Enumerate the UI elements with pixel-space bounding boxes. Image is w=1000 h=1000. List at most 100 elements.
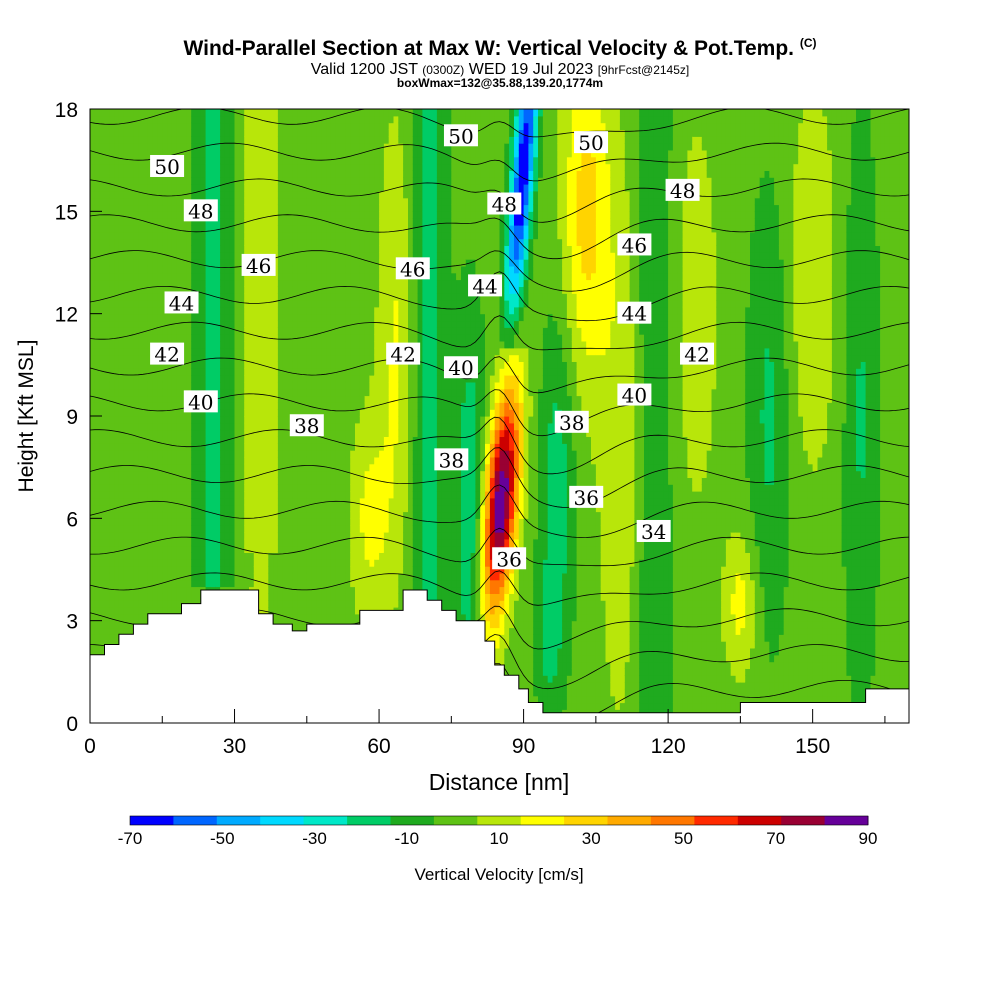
field-cell <box>311 149 317 158</box>
field-cell <box>229 381 236 390</box>
field-cell <box>297 600 303 608</box>
field-cell <box>268 559 274 567</box>
field-cell <box>147 532 154 540</box>
field-cell <box>306 109 313 117</box>
field-cell <box>224 115 231 124</box>
field-cell <box>268 491 274 499</box>
field-cell <box>99 450 105 458</box>
field-cell <box>330 265 337 274</box>
field-cell <box>143 122 149 130</box>
field-cell <box>200 334 207 342</box>
field-cell <box>90 170 96 178</box>
field-cell <box>234 245 240 253</box>
field-cell <box>143 136 149 144</box>
field-cell <box>224 347 231 356</box>
field-cell <box>253 375 260 383</box>
field-cell <box>196 532 202 540</box>
field-cell <box>306 204 313 212</box>
field-cell <box>99 593 105 601</box>
field-cell <box>229 375 236 383</box>
field-cell <box>268 518 274 526</box>
field-cell <box>167 456 173 465</box>
field-cell <box>147 456 154 465</box>
field-cell <box>258 388 264 397</box>
field-cell <box>330 566 337 574</box>
field-cell <box>253 361 260 369</box>
field-cell <box>258 163 264 171</box>
field-cell <box>244 388 250 397</box>
field-cell <box>147 109 154 117</box>
field-cell <box>249 170 255 178</box>
field-cell <box>118 538 125 547</box>
field-cell <box>234 518 240 526</box>
field-cell <box>330 375 337 383</box>
field-cell <box>234 443 240 451</box>
field-cell <box>167 272 173 281</box>
field-cell <box>224 491 231 499</box>
field-cell <box>277 566 284 574</box>
field-cell <box>355 518 361 526</box>
field-cell <box>162 443 168 451</box>
field-cell <box>94 163 101 171</box>
field-cell <box>109 586 115 594</box>
field-cell <box>326 436 332 444</box>
field-cell <box>330 279 337 287</box>
field-cell <box>123 231 130 240</box>
field-cell <box>186 497 192 506</box>
field-cell <box>350 607 356 615</box>
field-cell <box>90 470 96 478</box>
field-cell <box>224 306 231 315</box>
field-cell <box>114 593 120 601</box>
field-cell <box>263 320 269 328</box>
field-cell <box>258 409 264 417</box>
field-cell <box>268 163 274 171</box>
field-cell <box>162 204 168 212</box>
field-cell <box>253 149 260 158</box>
field-cell <box>157 586 163 594</box>
field-cell <box>316 388 322 397</box>
field-cell <box>263 381 269 390</box>
field-cell <box>128 613 134 622</box>
field-cell <box>229 279 236 287</box>
field-cell <box>297 225 303 233</box>
field-cell <box>215 143 221 151</box>
field-cell <box>350 115 356 124</box>
field-cell <box>335 409 342 417</box>
field-cell <box>186 334 192 342</box>
field-cell <box>287 552 293 560</box>
field-cell <box>200 184 207 192</box>
field-cell <box>244 361 250 369</box>
field-cell <box>249 559 255 567</box>
field-cell <box>268 170 274 178</box>
field-cell <box>263 109 269 117</box>
field-cell <box>109 313 115 322</box>
field-cell <box>311 156 317 165</box>
field-cell <box>90 245 96 253</box>
field-cell <box>143 184 149 192</box>
field-cell <box>311 395 317 403</box>
field-cell <box>326 149 332 158</box>
field-cell <box>268 272 274 281</box>
field-cell <box>224 245 231 253</box>
field-cell <box>123 456 130 465</box>
field-cell <box>321 272 327 281</box>
field-cell <box>90 525 96 533</box>
field-cell <box>311 177 317 185</box>
field-cell <box>191 422 197 431</box>
field-cell <box>350 272 356 281</box>
field-cell <box>297 197 303 206</box>
field-cell <box>287 436 293 444</box>
field-cell <box>282 388 289 397</box>
field-cell <box>326 163 332 171</box>
field-cell <box>147 252 154 260</box>
field-cell <box>311 552 317 560</box>
field-cell <box>200 149 207 158</box>
field-cell <box>297 566 303 574</box>
field-cell <box>109 197 115 206</box>
field-cell <box>114 109 120 117</box>
field-cell <box>273 484 279 492</box>
field-cell <box>200 491 207 499</box>
field-cell <box>263 525 269 533</box>
field-cell <box>138 313 144 322</box>
field-cell <box>138 586 144 594</box>
